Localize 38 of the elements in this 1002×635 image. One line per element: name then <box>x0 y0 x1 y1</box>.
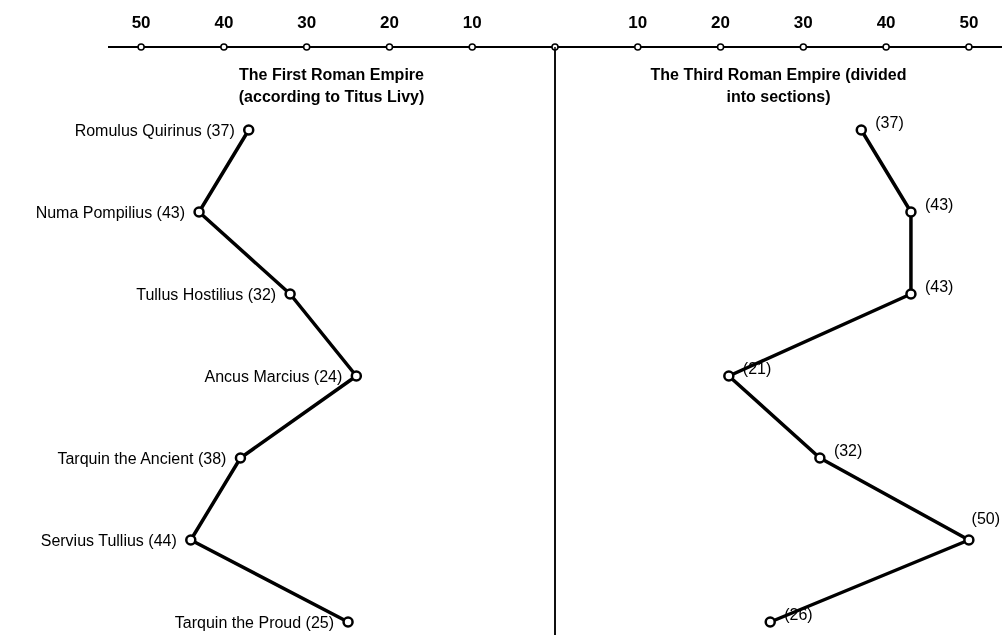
point <box>242 124 255 136</box>
point <box>963 534 975 546</box>
y-tick-label: Tarquin the Proud (25) <box>174 614 335 631</box>
x-tick-label: 10 <box>628 13 648 32</box>
y-tick-label: Numa Pompilius (43) <box>35 204 186 221</box>
point <box>342 616 354 628</box>
point <box>193 206 205 218</box>
point <box>185 534 197 546</box>
data-label: (50) <box>971 510 1000 527</box>
y-tick-label: Ancus Marcius (24) <box>204 368 343 385</box>
x-tick-label: 20 <box>711 13 731 32</box>
y-tick-label: Tullus Hostilius (32) <box>136 286 277 303</box>
x-tick-label: 50 <box>959 13 979 32</box>
x-tick-label: 10 <box>462 13 482 32</box>
point <box>723 370 735 382</box>
data-label: (37) <box>875 114 904 131</box>
data-label: (43) <box>924 196 954 213</box>
y-tick-label: Romulus Quirinus (37) <box>74 122 235 139</box>
point <box>905 288 917 300</box>
point <box>814 452 826 464</box>
point <box>855 124 868 136</box>
text: The Third Roman Empire (divided into sections) <box>650 66 907 105</box>
x-tick-label: 40 <box>876 13 896 32</box>
x-tick-label: 50 <box>131 13 151 32</box>
x-tick-label: 40 <box>214 13 234 32</box>
point <box>764 616 776 628</box>
point <box>284 288 296 300</box>
point <box>234 452 247 464</box>
point <box>350 370 363 382</box>
text: The First Roman Empire (according to Titus Livy) <box>238 66 425 105</box>
point <box>905 206 917 218</box>
data-label: (32) <box>833 442 863 459</box>
y-tick-label: Servius Tullius (44) <box>40 532 177 549</box>
x-tick-label: 30 <box>793 13 813 32</box>
x-tick-label: 30 <box>297 13 317 32</box>
x-tick-label: 20 <box>379 13 399 32</box>
data-label: (43) <box>924 278 954 295</box>
y-tick-label: Tarquin the Ancient (38) <box>57 450 227 467</box>
